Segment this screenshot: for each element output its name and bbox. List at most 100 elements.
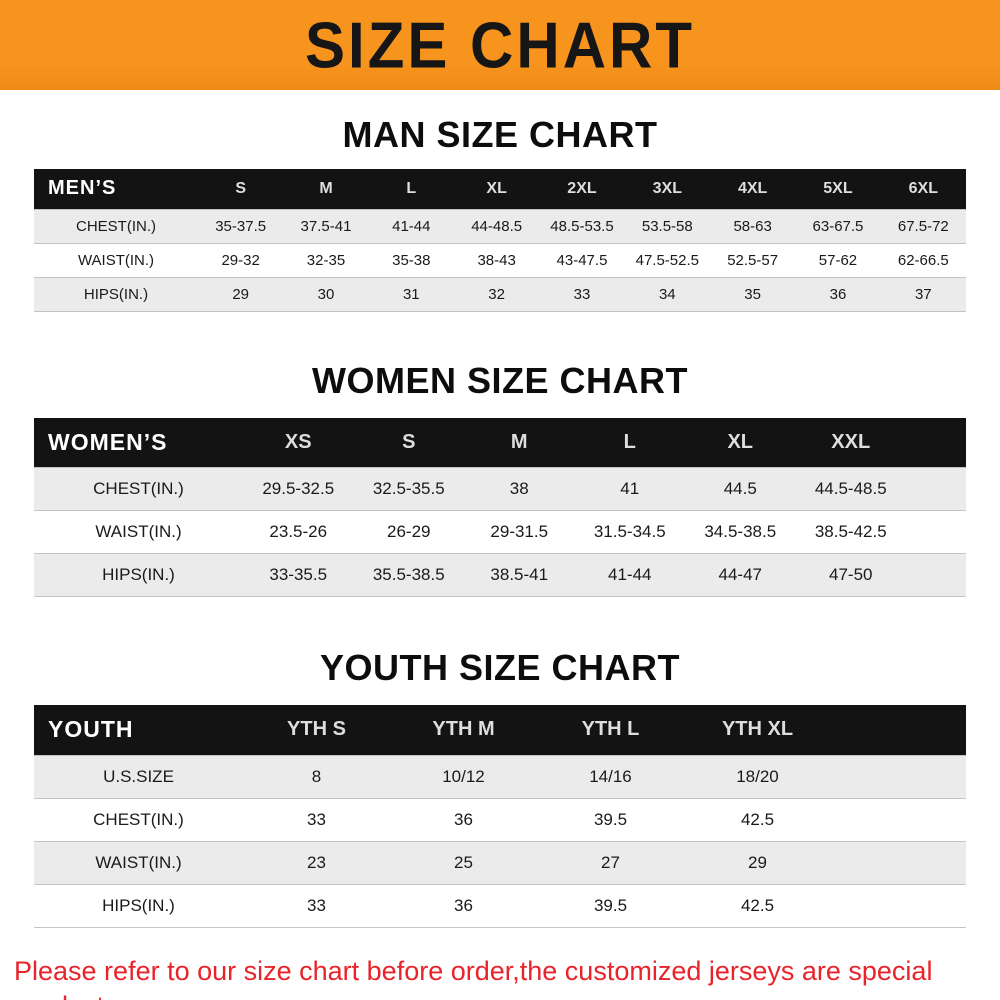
- table-cell: 30: [317, 285, 335, 303]
- column-header: YTH S: [287, 718, 346, 741]
- table-cell: 35: [744, 285, 761, 303]
- women-section-heading: WOMEN SIZE CHART: [312, 359, 688, 401]
- table-header-row: YOUTH YTH S YTH M YTH L YTH XL: [34, 705, 966, 755]
- row-label: HIPS(IN.): [102, 895, 175, 915]
- men-size-table: MEN’S S M L XL 2XL 3XL 4XL 5XL 6XL CHEST(IN.) 35-37…: [34, 169, 966, 312]
- women-size-section: WOMEN SIZE CHART WOMEN’S XS S M L XL XXL CHEST(…: [0, 360, 1000, 598]
- column-header: 6XL: [908, 179, 938, 197]
- table-cell: 39.5: [593, 809, 628, 829]
- table-row: CHEST(IN.) 29.5-32.5 32.5-35.5 38 41 44.5 44.5…: [34, 467, 966, 511]
- table-cell: 25: [454, 852, 473, 872]
- table-cell: 57-62: [818, 251, 858, 269]
- table-cell: 10/12: [442, 766, 485, 786]
- table-header-row: WOMEN’S XS S M L XL XXL: [34, 417, 966, 468]
- table-cell: 67.5-72: [897, 217, 949, 235]
- youth-size-table: YOUTH YTH S YTH M YTH L YTH XL U.S.SIZE 8 10/12…: [34, 705, 966, 928]
- table-cell: 14/16: [589, 766, 632, 786]
- table-row: HIPS(IN.) 33 36 39.5 42.5: [34, 884, 966, 927]
- table-title: YOUTH: [48, 716, 134, 743]
- table-header-row: MEN’S S M L XL 2XL 3XL 4XL 5XL 6XL: [34, 169, 966, 209]
- table-cell: 63-67.5: [812, 217, 864, 235]
- table-title: WOMEN’S: [48, 428, 168, 455]
- row-label: WAIST(IN.): [95, 522, 182, 541]
- column-header: 4XL: [737, 179, 768, 197]
- row-label: CHEST(IN.): [93, 479, 184, 498]
- banner: SIZE CHART: [0, 0, 1000, 90]
- table-row: WAIST(IN.) 29-32 32-35 35-38 38-43 43-47.5 47.…: [34, 243, 966, 277]
- table-cell: 34: [658, 285, 676, 303]
- table-cell: 47.5-52.5: [635, 251, 699, 269]
- table-row: HIPS(IN.) 29 30 31 32 33 34 35 36 37: [34, 277, 966, 311]
- column-header: M: [510, 430, 528, 453]
- table-cell: 38-43: [477, 251, 516, 269]
- table-cell: 62-66.5: [897, 251, 949, 269]
- table-row: U.S.SIZE 8 10/12 14/16 18/20: [34, 755, 966, 798]
- table-cell: 41: [620, 479, 640, 498]
- table-cell: 41-44: [392, 217, 431, 235]
- spacer-cell: [831, 841, 966, 884]
- table-cell: 33: [307, 895, 326, 915]
- men-section-heading: MAN SIZE CHART: [342, 114, 658, 155]
- table-cell: 29: [232, 285, 249, 303]
- column-header: S: [235, 179, 246, 197]
- table-row: WAIST(IN.) 23.5-26 26-29 29-31.5 31.5-34.5 34…: [34, 510, 966, 554]
- column-header: 5XL: [823, 179, 853, 197]
- table-cell: 27: [601, 852, 620, 872]
- size-chart-body: MAN SIZE CHART MEN’S S M L XL 2XL 3XL 4XL 5XL 6XL…: [0, 114, 1000, 928]
- spacer-cell: [906, 554, 966, 597]
- men-size-section: MAN SIZE CHART MEN’S S M L XL 2XL 3XL 4XL 5XL 6XL…: [0, 114, 1000, 312]
- table-cell: 32-35: [306, 251, 346, 269]
- table-cell: 31.5-34.5: [593, 522, 666, 541]
- table-cell: 58-63: [733, 217, 772, 235]
- table-cell: 37.5-41: [300, 217, 352, 235]
- table-cell: 29-31.5: [490, 522, 549, 541]
- row-label: U.S.SIZE: [103, 766, 174, 786]
- table-cell: 35-37.5: [215, 217, 267, 235]
- table-title: MEN’S: [48, 177, 117, 200]
- spacer-cell: [831, 884, 966, 927]
- table-cell: 36: [454, 895, 473, 915]
- column-header: XXL: [831, 430, 871, 453]
- table-cell: 29.5-32.5: [262, 479, 335, 498]
- table-cell: 26-29: [387, 522, 431, 541]
- column-header: XL: [727, 430, 754, 453]
- column-header: L: [406, 179, 417, 197]
- table-cell: 29-32: [221, 251, 260, 269]
- table-row: CHEST(IN.) 33 36 39.5 42.5: [34, 798, 966, 841]
- table-cell: 38.5-41: [490, 565, 549, 584]
- table-cell: 35.5-38.5: [372, 565, 445, 584]
- table-cell: 37: [914, 285, 932, 303]
- table-cell: 32.5-35.5: [372, 479, 445, 498]
- table-row: WAIST(IN.) 23 25 27 29: [34, 841, 966, 884]
- row-label: CHEST(IN.): [76, 217, 156, 235]
- column-header: M: [319, 179, 333, 197]
- row-label: HIPS(IN.): [83, 285, 149, 303]
- table-row: HIPS(IN.) 33-35.5 35.5-38.5 38.5-41 41-44 44-…: [34, 553, 966, 597]
- spacer-cell: [906, 468, 966, 511]
- column-header: L: [623, 430, 636, 453]
- table-cell: 43-47.5: [556, 251, 608, 269]
- table-cell: 23: [307, 852, 326, 872]
- spacer-cell: [831, 755, 966, 798]
- column-header: 3XL: [652, 179, 682, 197]
- spacer-cell: [831, 798, 966, 841]
- table-cell: 39.5: [593, 895, 628, 915]
- table-cell: 29: [748, 852, 767, 872]
- table-cell: 23.5-26: [269, 522, 328, 541]
- table-cell: 35-38: [392, 251, 431, 269]
- column-header: 2XL: [567, 179, 597, 197]
- table-cell: 44.5: [723, 479, 757, 498]
- table-cell: 41-44: [608, 565, 652, 584]
- table-cell: 48.5-53.5: [550, 217, 614, 235]
- column-header: YTH L: [581, 718, 640, 741]
- column-header: YTH XL: [721, 718, 794, 741]
- table-cell: 18/20: [736, 766, 779, 786]
- column-header: XS: [284, 430, 312, 453]
- notice-line-1: Please refer to our size chart before or…: [14, 955, 933, 1000]
- table-cell: 33: [573, 285, 591, 303]
- spacer-cell: [831, 705, 966, 755]
- table-cell: 44-48.5: [471, 217, 523, 235]
- row-label: WAIST(IN.): [77, 251, 155, 269]
- table-cell: 36: [829, 285, 847, 303]
